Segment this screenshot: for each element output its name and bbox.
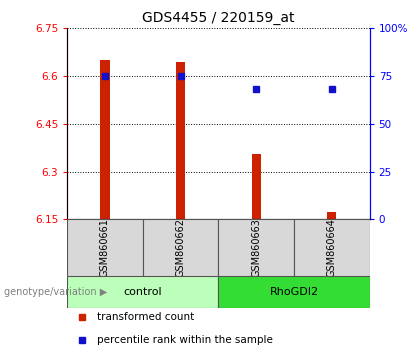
Text: RhoGDI2: RhoGDI2	[270, 287, 318, 297]
Text: GSM860662: GSM860662	[176, 218, 186, 277]
Text: GSM860661: GSM860661	[100, 218, 110, 277]
Text: control: control	[123, 287, 162, 297]
Bar	[143, 219, 218, 276]
Text: GSM860664: GSM860664	[327, 218, 337, 277]
Title: GDS4455 / 220159_at: GDS4455 / 220159_at	[142, 11, 295, 24]
Text: percentile rank within the sample: percentile rank within the sample	[97, 335, 273, 345]
Bar	[176, 62, 185, 219]
Bar	[252, 154, 261, 219]
Bar	[67, 276, 218, 308]
Text: genotype/variation ▶: genotype/variation ▶	[4, 287, 108, 297]
Bar	[294, 219, 370, 276]
Bar	[218, 276, 370, 308]
Bar	[327, 212, 336, 219]
Text: GSM860663: GSM860663	[251, 218, 261, 277]
Bar	[100, 60, 110, 219]
Bar	[218, 219, 294, 276]
Bar	[67, 219, 143, 276]
Text: transformed count: transformed count	[97, 312, 195, 322]
